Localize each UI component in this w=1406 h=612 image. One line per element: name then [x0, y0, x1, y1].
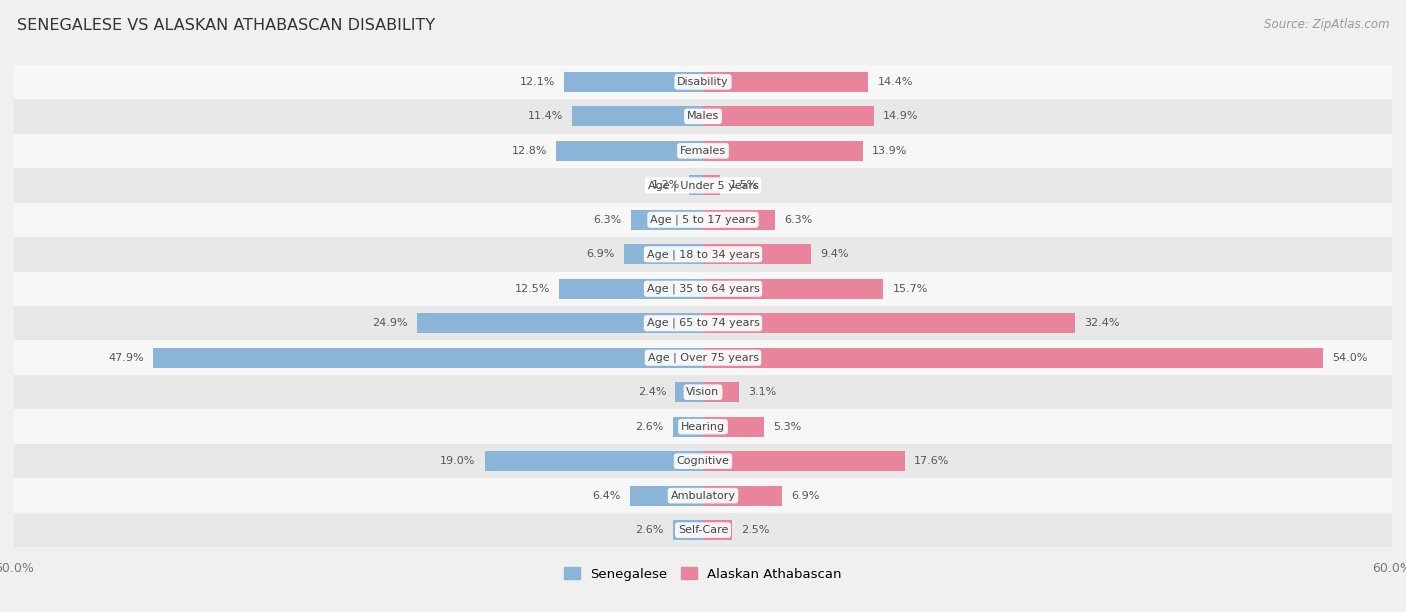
Text: 1.2%: 1.2%	[651, 181, 681, 190]
Text: Age | 18 to 34 years: Age | 18 to 34 years	[647, 249, 759, 259]
Bar	[14, 237, 1392, 272]
Bar	[14, 375, 1392, 409]
Bar	[703, 106, 875, 126]
Bar	[564, 72, 703, 92]
Text: 13.9%: 13.9%	[872, 146, 907, 156]
Text: 3.1%: 3.1%	[748, 387, 776, 397]
Bar	[673, 520, 703, 540]
Text: 19.0%: 19.0%	[440, 456, 475, 466]
Text: 12.1%: 12.1%	[519, 77, 555, 87]
Bar	[14, 444, 1392, 479]
Bar	[703, 486, 782, 506]
Bar	[14, 272, 1392, 306]
Bar	[703, 451, 905, 471]
Text: 24.9%: 24.9%	[373, 318, 408, 328]
Text: 14.9%: 14.9%	[883, 111, 918, 121]
Text: Cognitive: Cognitive	[676, 456, 730, 466]
Bar	[14, 340, 1392, 375]
Text: Age | Under 5 years: Age | Under 5 years	[648, 180, 758, 190]
Bar	[14, 513, 1392, 547]
Bar	[14, 133, 1392, 168]
Bar	[703, 72, 869, 92]
Text: Males: Males	[688, 111, 718, 121]
Text: 2.6%: 2.6%	[636, 422, 664, 431]
Text: 47.9%: 47.9%	[108, 353, 143, 363]
Text: Ambulatory: Ambulatory	[671, 491, 735, 501]
Bar	[630, 486, 703, 506]
Text: 5.3%: 5.3%	[773, 422, 801, 431]
Text: Hearing: Hearing	[681, 422, 725, 431]
Bar	[703, 348, 1323, 368]
Text: 2.6%: 2.6%	[636, 525, 664, 535]
Bar	[572, 106, 703, 126]
Bar	[14, 409, 1392, 444]
Text: SENEGALESE VS ALASKAN ATHABASCAN DISABILITY: SENEGALESE VS ALASKAN ATHABASCAN DISABIL…	[17, 18, 434, 34]
Text: Age | 65 to 74 years: Age | 65 to 74 years	[647, 318, 759, 329]
Bar	[703, 313, 1076, 334]
Bar	[14, 168, 1392, 203]
Bar	[703, 244, 811, 264]
Text: Vision: Vision	[686, 387, 720, 397]
Text: Self-Care: Self-Care	[678, 525, 728, 535]
Text: 11.4%: 11.4%	[527, 111, 562, 121]
Text: Age | Over 75 years: Age | Over 75 years	[648, 353, 758, 363]
Text: 6.9%: 6.9%	[586, 249, 614, 259]
Bar	[703, 278, 883, 299]
Text: 6.3%: 6.3%	[785, 215, 813, 225]
Text: 12.5%: 12.5%	[515, 284, 550, 294]
Bar	[485, 451, 703, 471]
Legend: Senegalese, Alaskan Athabascan: Senegalese, Alaskan Athabascan	[560, 562, 846, 586]
Text: 12.8%: 12.8%	[512, 146, 547, 156]
Text: Source: ZipAtlas.com: Source: ZipAtlas.com	[1264, 18, 1389, 31]
Bar	[675, 382, 703, 402]
Bar	[14, 479, 1392, 513]
Bar	[560, 278, 703, 299]
Text: 9.4%: 9.4%	[820, 249, 849, 259]
Text: 54.0%: 54.0%	[1333, 353, 1368, 363]
Bar	[14, 65, 1392, 99]
Text: 14.4%: 14.4%	[877, 77, 912, 87]
Bar	[14, 99, 1392, 133]
Bar	[624, 244, 703, 264]
Bar	[153, 348, 703, 368]
Text: 1.5%: 1.5%	[730, 181, 758, 190]
Text: 15.7%: 15.7%	[893, 284, 928, 294]
Bar	[14, 306, 1392, 340]
Text: 17.6%: 17.6%	[914, 456, 949, 466]
Bar	[703, 141, 863, 161]
Bar	[703, 382, 738, 402]
Bar	[631, 210, 703, 230]
Text: Females: Females	[681, 146, 725, 156]
Text: 6.3%: 6.3%	[593, 215, 621, 225]
Text: 6.4%: 6.4%	[592, 491, 620, 501]
Text: Disability: Disability	[678, 77, 728, 87]
Bar	[703, 417, 763, 437]
Bar	[555, 141, 703, 161]
Text: 6.9%: 6.9%	[792, 491, 820, 501]
Text: 32.4%: 32.4%	[1084, 318, 1119, 328]
Bar	[14, 203, 1392, 237]
Bar	[418, 313, 703, 334]
Text: 2.4%: 2.4%	[638, 387, 666, 397]
Text: Age | 35 to 64 years: Age | 35 to 64 years	[647, 283, 759, 294]
Bar	[689, 175, 703, 195]
Text: Age | 5 to 17 years: Age | 5 to 17 years	[650, 215, 756, 225]
Bar	[673, 417, 703, 437]
Bar	[703, 175, 720, 195]
Bar	[703, 520, 731, 540]
Bar	[703, 210, 775, 230]
Text: 2.5%: 2.5%	[741, 525, 769, 535]
